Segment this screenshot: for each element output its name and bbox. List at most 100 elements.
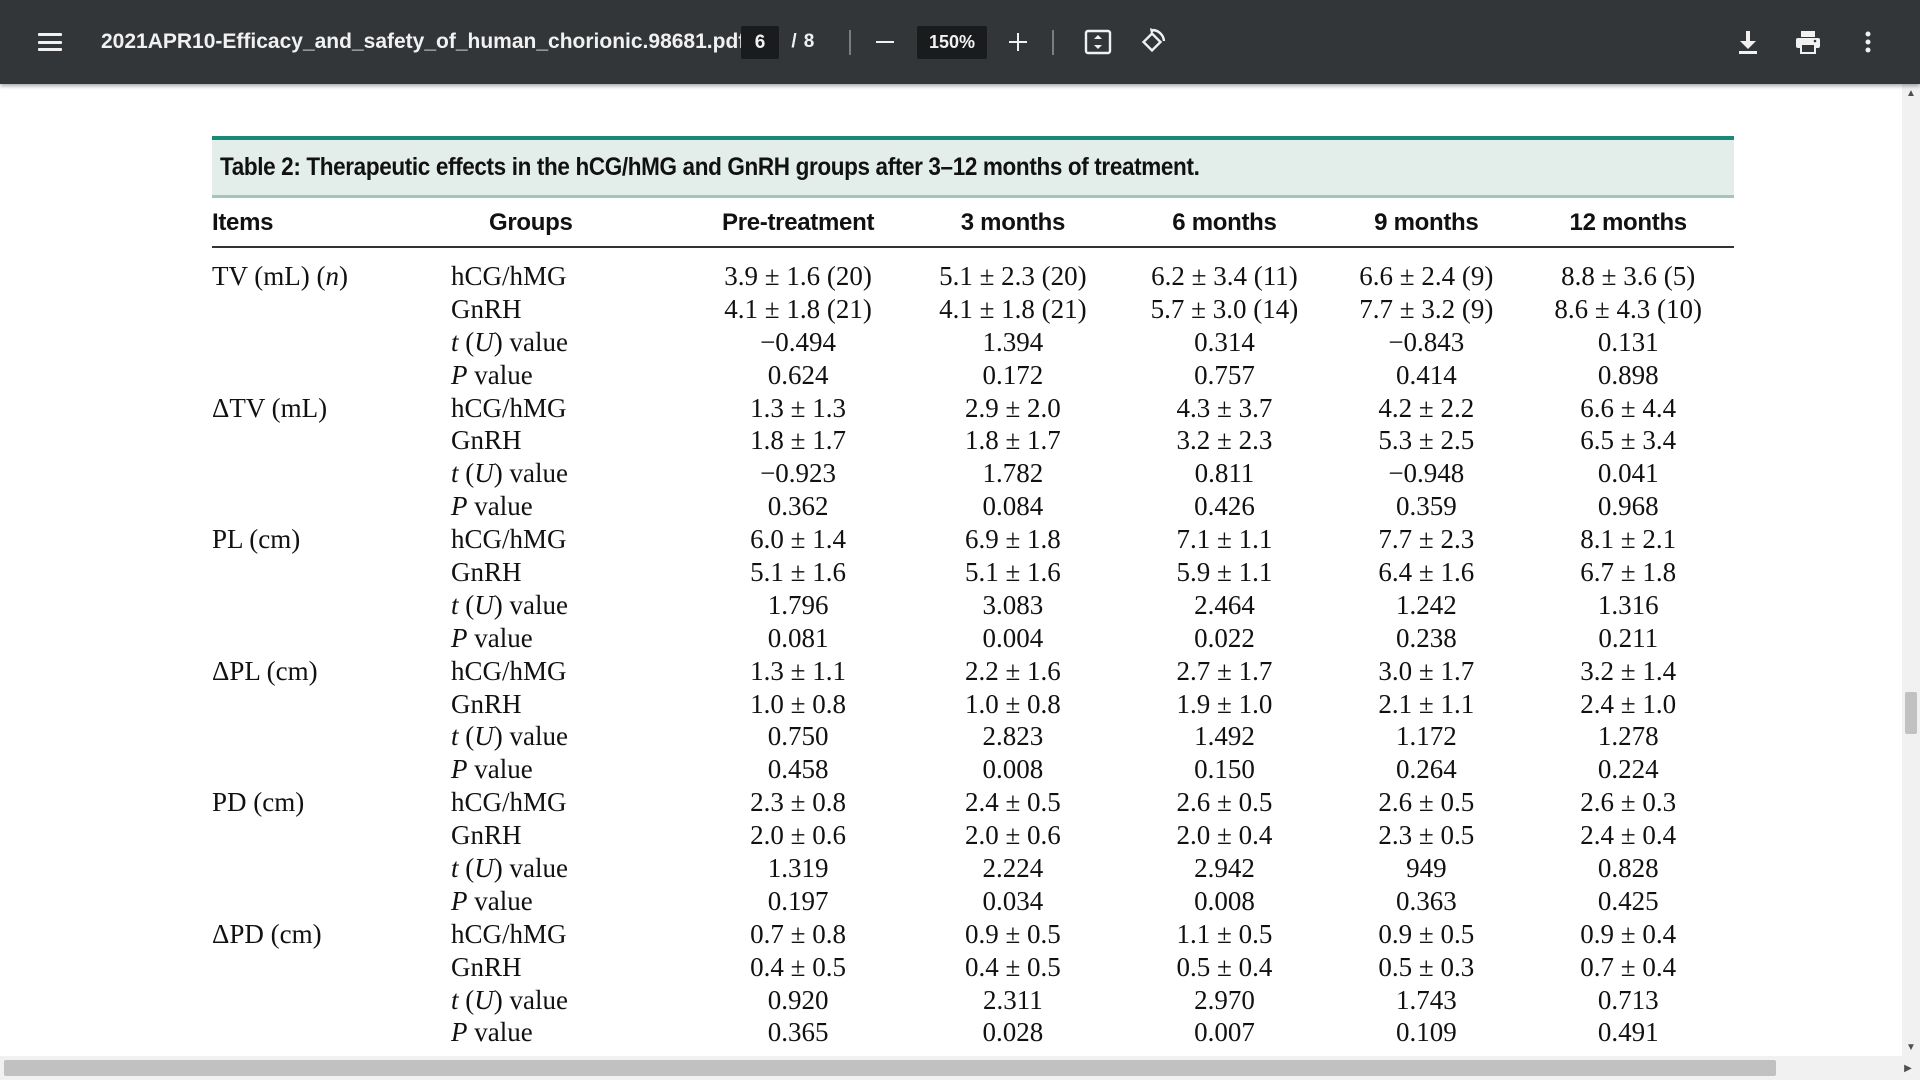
zoom-out-button[interactable] (868, 0, 902, 84)
table-cell: 2.823 (982, 721, 1044, 752)
row-item-label (212, 457, 451, 490)
row-item-label (212, 885, 451, 918)
table-cell: 0.4 ± 0.5 (964, 951, 1061, 982)
row-item-label (212, 819, 451, 852)
table-cell: 0.9 ± 0.4 (1580, 918, 1677, 949)
table-cell: 3.9 ± 1.6 (20) (724, 260, 872, 291)
header-groups: Groups (451, 200, 689, 248)
table-cell: 5.1 ± 1.6 (964, 556, 1061, 587)
more-options-button[interactable] (1850, 0, 1886, 84)
row-item-label: ΔPD (cm) (212, 918, 322, 949)
fit-to-page-button[interactable] (1080, 0, 1116, 84)
table-cell: 1.3 ± 1.1 (750, 655, 846, 686)
scroll-down-arrow-icon[interactable]: ▼ (1906, 1041, 1916, 1053)
table-row: t (U) value −0.923 1.782 0.811 −0.948 0.041 (212, 457, 1734, 490)
table-cell: 6.6 ± 4.4 (1580, 392, 1677, 423)
header-items: Items (212, 200, 451, 248)
results-table: Items Groups Pre-treatment 3 months 6 mo… (212, 200, 1734, 1049)
table-cell: 0.750 (767, 721, 829, 752)
table-row: PL (cm) hCG/hMG 6.0 ± 1.4 6.9 ± 1.8 7.1 ± 1.… (212, 523, 1734, 556)
table-row: GnRH 1.8 ± 1.7 1.8 ± 1.7 3.2 ± 2.3 5.3 ± 2.5… (212, 424, 1734, 457)
table-cell: 2.0 ± 0.6 (750, 820, 846, 851)
row-group-label: P value (451, 754, 533, 785)
table-cell: 2.9 ± 2.0 (964, 392, 1061, 423)
vertical-scroll-thumb[interactable] (1905, 692, 1917, 734)
pdf-toolbar: 2021APR10-Efficacy_and_safety_of_human_c… (0, 0, 1920, 84)
table-row: TV (mL) (n) hCG/hMG 3.9 ± 1.6 (20) 5.1 ± 2.… (212, 247, 1734, 293)
row-group-label: t (U) value (451, 458, 568, 489)
table-cell: 1.8 ± 1.7 (964, 425, 1061, 456)
row-item-label (212, 490, 451, 523)
table-cell: 2.3 ± 0.5 (1378, 820, 1475, 851)
vertical-scrollbar[interactable]: ▲ ▼ (1902, 84, 1920, 1056)
header-6-months: 6 months (1118, 200, 1331, 248)
table-cell: 1.1 ± 0.5 (1176, 918, 1273, 949)
row-group-label: P value (451, 622, 533, 653)
table-cell: 3.2 ± 2.3 (1176, 425, 1273, 456)
table-cell: 0.363 (1395, 885, 1457, 916)
table-cell: 4.1 ± 1.8 (21) (939, 293, 1087, 324)
zoom-level-input[interactable]: 150% (917, 26, 987, 59)
table-cell: 4.3 ± 3.7 (1176, 392, 1273, 423)
table-cell: 0.365 (767, 1017, 829, 1048)
row-group-label: P value (451, 885, 533, 916)
header-12-months: 12 months (1522, 200, 1734, 248)
header-pre-treatment: Pre-treatment (689, 200, 908, 248)
row-group-label: GnRH (451, 425, 522, 456)
table-cell: 2.6 ± 0.5 (1176, 787, 1273, 818)
table-caption: Table 2: Therapeutic effects in the hCG/… (212, 136, 1734, 198)
row-item-label (212, 720, 451, 753)
table-cell: 1.316 (1597, 589, 1659, 620)
zoom-in-button[interactable] (1000, 0, 1036, 84)
table-cell: 4.2 ± 2.2 (1378, 392, 1475, 423)
print-button[interactable] (1790, 0, 1826, 84)
table-cell: 0.362 (767, 491, 829, 522)
table-cell: 0.491 (1597, 1017, 1659, 1048)
horizontal-scroll-thumb[interactable] (4, 1060, 1776, 1076)
table-cell: −0.494 (760, 326, 837, 357)
scroll-right-arrow-icon[interactable]: ▶ (1904, 1062, 1912, 1074)
horizontal-scrollbar[interactable]: ◀ ▶ (0, 1056, 1920, 1080)
table-row: PD (cm) hCG/hMG 2.3 ± 0.8 2.4 ± 0.5 2.6 ± 0.… (212, 786, 1734, 819)
row-group-label: GnRH (451, 688, 522, 719)
table-cell: 0.811 (1194, 458, 1255, 489)
row-item-label (212, 556, 451, 589)
row-group-label: GnRH (451, 556, 522, 587)
table-row: GnRH 0.4 ± 0.5 0.4 ± 0.5 0.5 ± 0.4 0.5 ± 0.3… (212, 951, 1734, 984)
table-row: t (U) value −0.494 1.394 0.314 −0.843 0.131 (212, 326, 1734, 359)
table-cell: 0.109 (1395, 1017, 1457, 1048)
table-cell: 2.4 ± 0.4 (1580, 820, 1677, 851)
table-row: P value 0.081 0.004 0.022 0.238 0.211 (212, 622, 1734, 655)
table-cell: 0.4 ± 0.5 (750, 951, 846, 982)
table-cell: 2.0 ± 0.4 (1176, 820, 1273, 851)
row-group-label: hCG/hMG (451, 655, 567, 686)
page-separator: / (791, 31, 797, 52)
table-cell: 0.041 (1597, 458, 1659, 489)
current-page-input[interactable]: 6 (741, 26, 779, 59)
table-cell: 0.131 (1597, 326, 1659, 357)
table-cell: −0.843 (1388, 326, 1465, 357)
table-row: GnRH 1.0 ± 0.8 1.0 ± 0.8 1.9 ± 1.0 2.1 ± 1.1… (212, 688, 1734, 721)
table-cell: 1.8 ± 1.7 (750, 425, 846, 456)
row-item-label: PL (cm) (212, 524, 301, 555)
table-cell: 6.6 ± 2.4 (9) (1359, 260, 1494, 291)
table-cell: 2.942 (1194, 852, 1255, 883)
scroll-up-arrow-icon[interactable]: ▲ (1906, 87, 1916, 99)
download-button[interactable] (1730, 0, 1766, 84)
table-row: GnRH 4.1 ± 1.8 (21) 4.1 ± 1.8 (21) 5.7 ± 3.… (212, 293, 1734, 326)
row-item-label (212, 852, 451, 885)
table-cell: 2.970 (1194, 984, 1255, 1015)
row-item-label (212, 359, 451, 392)
header-9-months: 9 months (1330, 200, 1523, 248)
menu-button[interactable] (28, 0, 72, 84)
table-cell: 0.197 (767, 885, 829, 916)
table-cell: 3.083 (982, 589, 1044, 620)
table-cell: 5.9 ± 1.1 (1176, 556, 1273, 587)
rotate-button[interactable] (1134, 0, 1170, 84)
table-cell: 7.1 ± 1.1 (1176, 524, 1273, 555)
table-cell: 0.314 (1194, 326, 1255, 357)
table-cell: 0.458 (767, 754, 829, 785)
table-cell: 2.2 ± 1.6 (964, 655, 1061, 686)
table-cell: 2.4 ± 1.0 (1580, 688, 1677, 719)
row-item-label (212, 424, 451, 457)
